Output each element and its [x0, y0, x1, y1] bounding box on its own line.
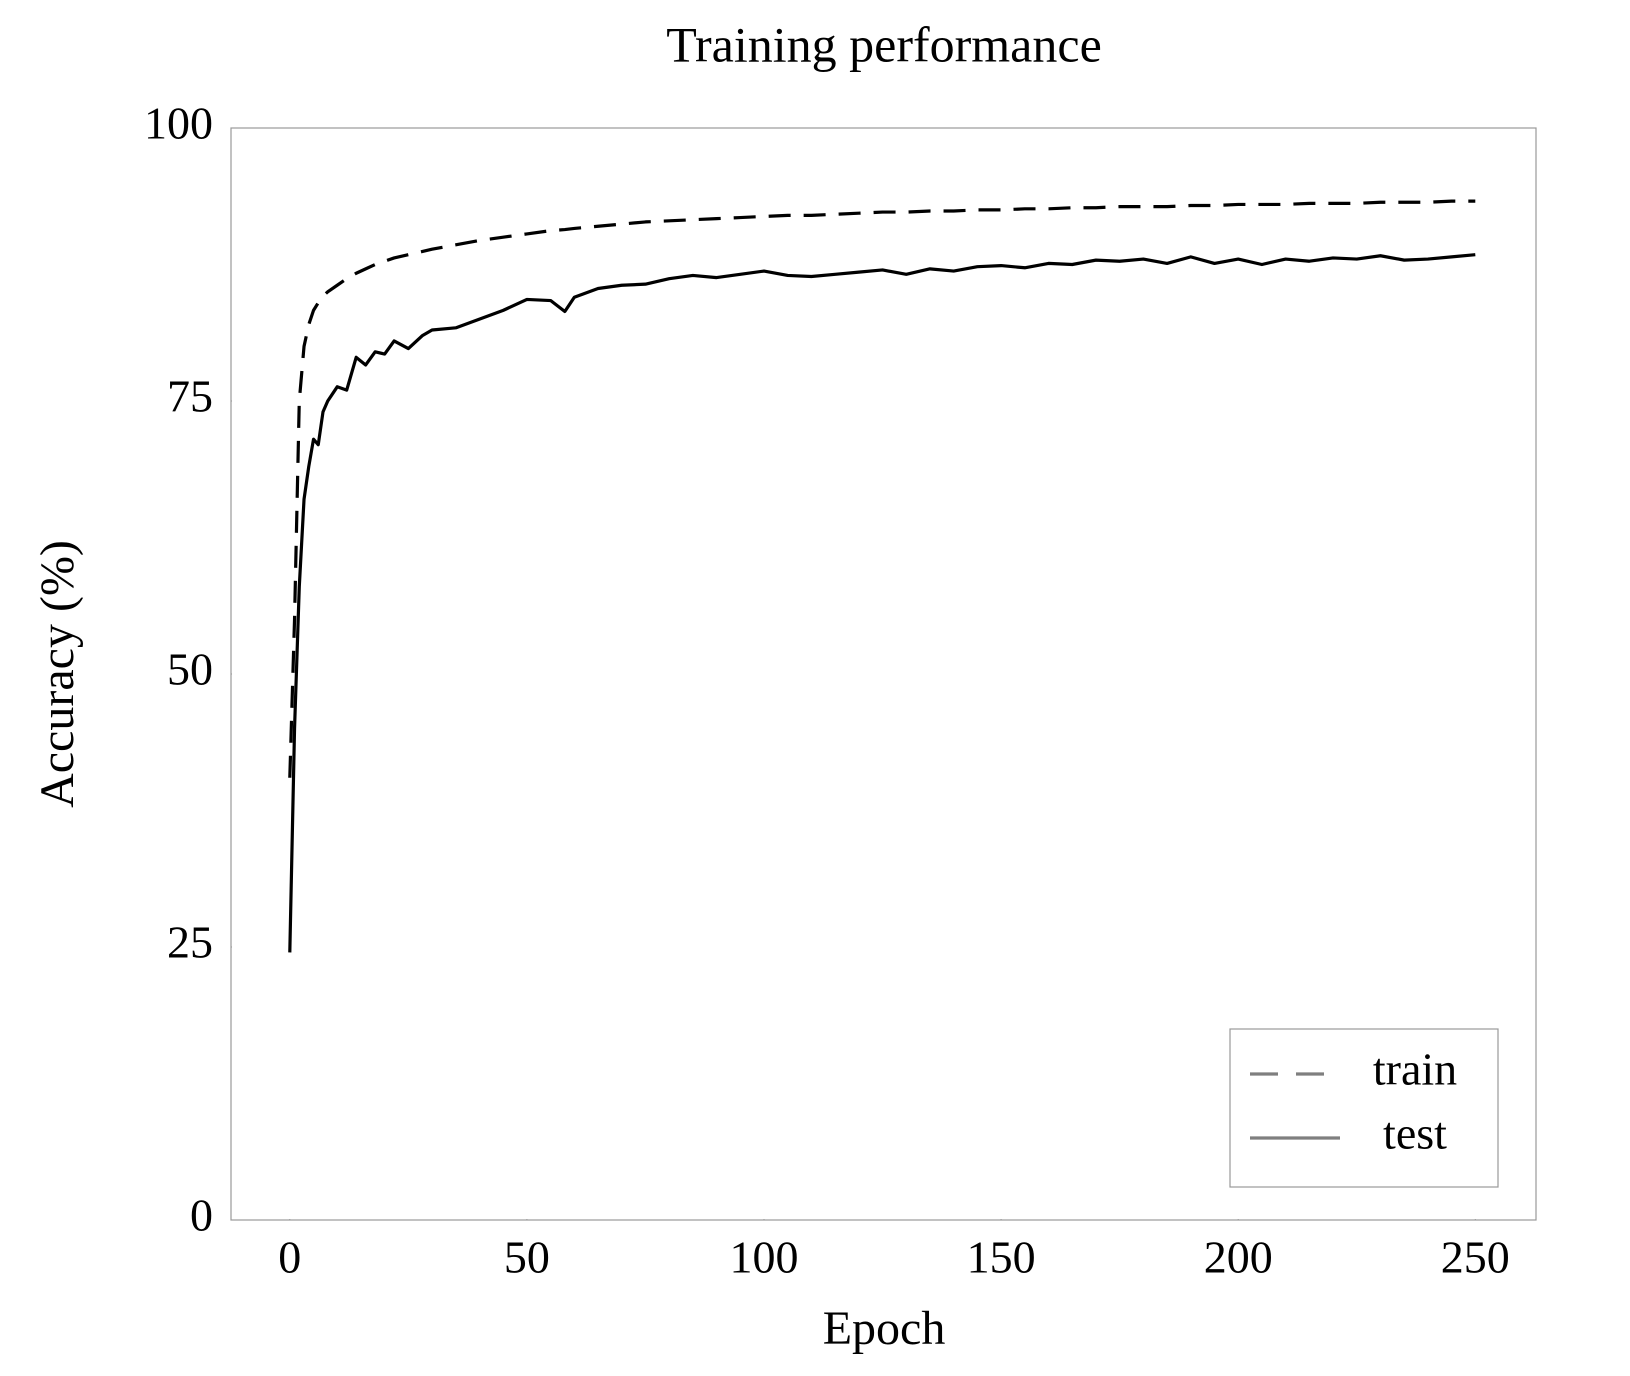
x-axis-label: Epoch: [823, 1302, 946, 1355]
y-axis-label: Accuracy (%): [31, 540, 84, 808]
y-tick-label: 25: [167, 917, 213, 968]
x-tick-label: 0: [278, 1232, 301, 1283]
x-tick-label: 150: [967, 1232, 1036, 1283]
x-tick-label: 250: [1441, 1232, 1510, 1283]
y-tick-label: 0: [190, 1190, 213, 1241]
line-0: [288, 199, 1476, 778]
y-tick-label: 50: [167, 644, 213, 695]
y-tick-label: 100: [144, 98, 213, 149]
y-tick-label: 75: [167, 371, 213, 422]
x-tick-label: 100: [730, 1232, 799, 1283]
legend-box: [1229, 1028, 1499, 1188]
legend-label: test: [1383, 1108, 1447, 1159]
legend-label: train: [1373, 1044, 1457, 1095]
x-tick-label: 200: [1204, 1232, 1273, 1283]
chart-title: Training performance: [666, 16, 1102, 72]
line-1: [288, 253, 1476, 953]
x-tick-label: 50: [504, 1232, 550, 1283]
